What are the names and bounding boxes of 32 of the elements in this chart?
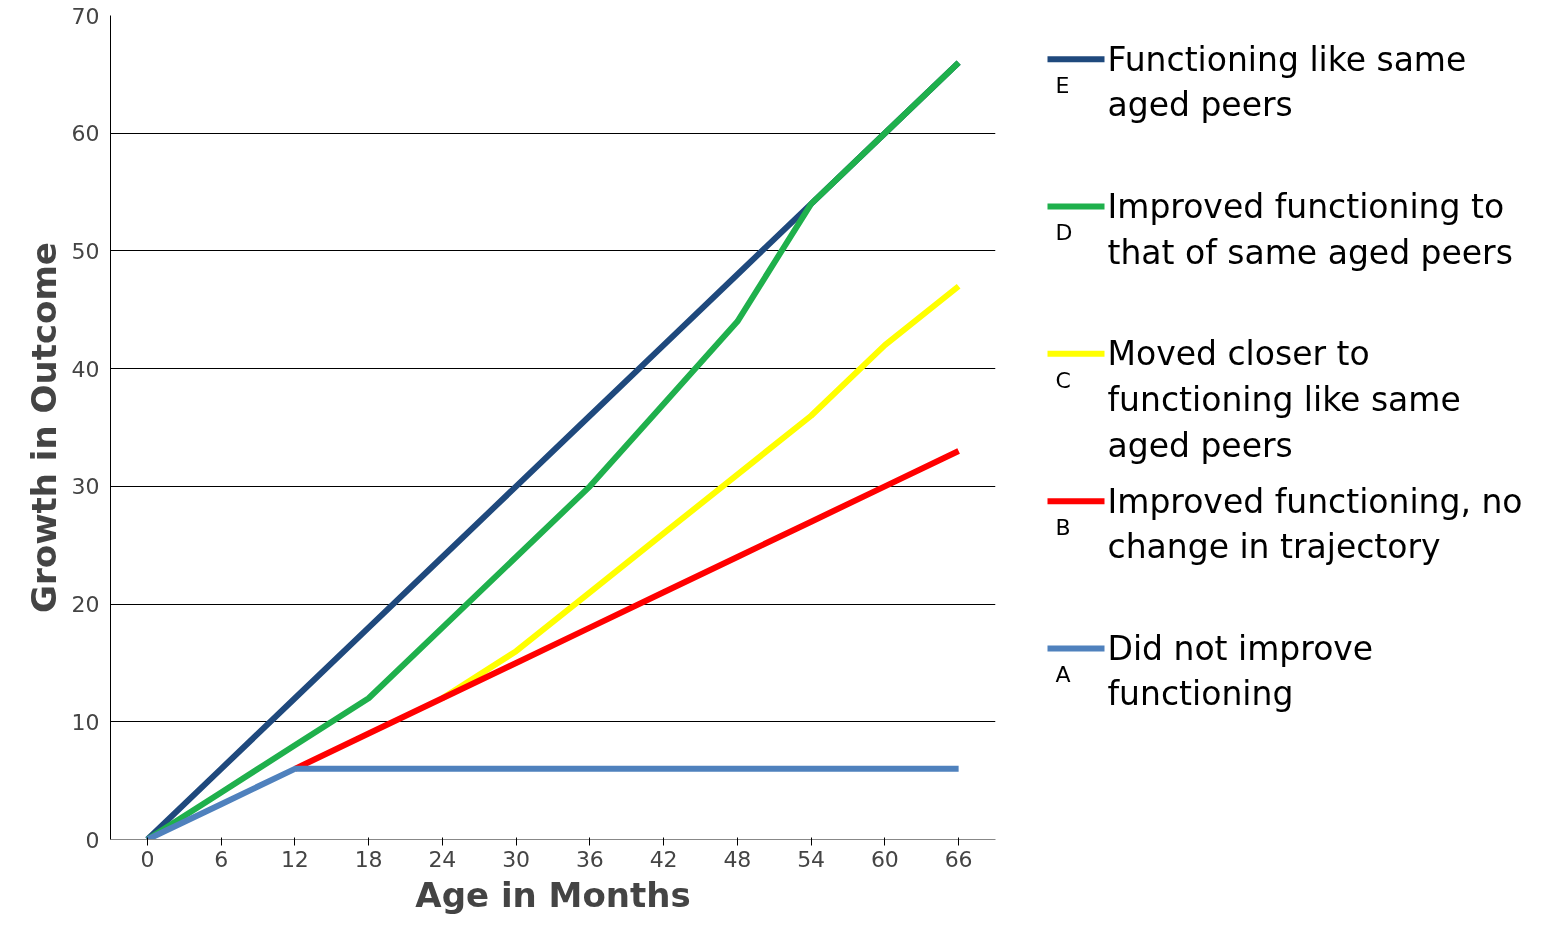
x-tick-label: 0 — [140, 846, 155, 872]
legend-label: Functioning like same aged peers — [1107, 39, 1467, 125]
x-tick-label: 30 — [502, 846, 531, 872]
legend-label: Moved closer to functioning like same aged peers — [1107, 334, 1461, 465]
x-tick-label: 60 — [870, 846, 899, 872]
y-tick-label: 30 — [71, 474, 100, 500]
x-tick-label: 36 — [575, 846, 604, 872]
x-tick-label: 54 — [797, 846, 826, 872]
x-tick-label: 6 — [214, 846, 229, 872]
y-tick-label: 0 — [85, 827, 100, 853]
y-tick-label: 10 — [71, 709, 100, 735]
y-tick-label: 70 — [71, 3, 100, 29]
text: B — [1055, 514, 1071, 540]
legend-label: Improved functioning, no change in trajectory — [1107, 481, 1523, 567]
text: D — [1055, 220, 1073, 246]
x-tick-label: 42 — [649, 846, 678, 872]
text: A — [1055, 662, 1071, 688]
x-tick-label: 24 — [428, 846, 457, 872]
x-tick-label: 12 — [280, 846, 309, 872]
x-axis-title: Age in Months — [415, 874, 691, 915]
x-tick-label: 48 — [723, 846, 752, 872]
x-tick-label: 66 — [944, 846, 973, 872]
y-tick-label: 40 — [71, 356, 100, 382]
y-tick-label: 60 — [71, 121, 100, 147]
y-tick-label: 50 — [71, 238, 100, 264]
legend-label: Improved functioning to that of same aged peers — [1107, 187, 1513, 272]
legend-label: Did not improve functioning — [1107, 628, 1374, 714]
text: C — [1055, 367, 1071, 393]
y-tick-label: 20 — [71, 592, 100, 618]
y-axis-title: Growth in Outcome — [23, 242, 64, 613]
text: E — [1055, 73, 1070, 99]
x-tick-label: 18 — [354, 846, 383, 872]
